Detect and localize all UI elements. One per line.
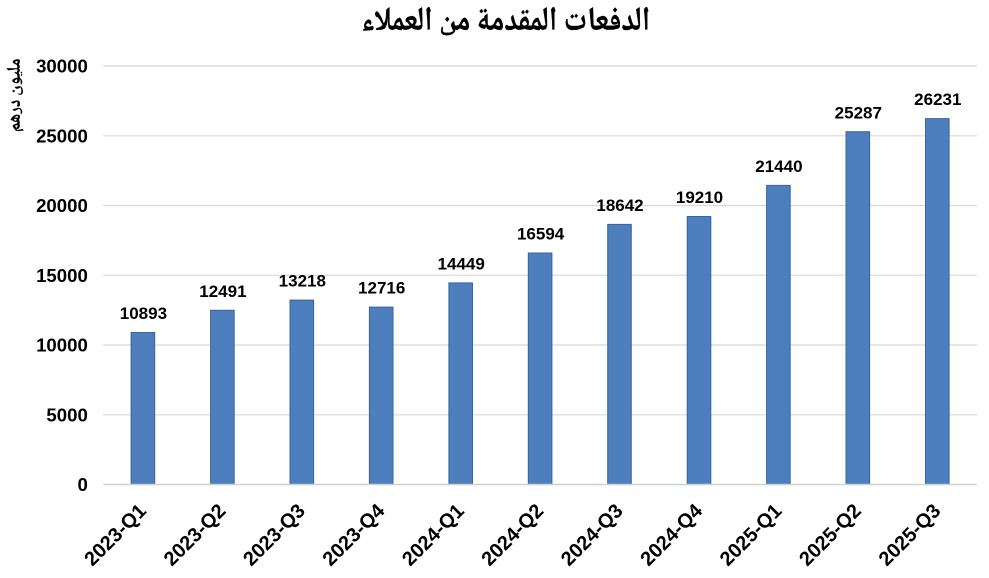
svg-text:19210: 19210: [676, 188, 723, 207]
svg-text:26231: 26231: [914, 90, 961, 109]
svg-text:0: 0: [77, 474, 87, 495]
svg-text:14449: 14449: [438, 255, 485, 274]
svg-text:20000: 20000: [36, 195, 88, 216]
svg-text:13218: 13218: [279, 272, 326, 291]
svg-text:10893: 10893: [120, 304, 167, 323]
svg-text:18642: 18642: [596, 196, 643, 215]
svg-text:10000: 10000: [36, 335, 88, 356]
svg-text:21440: 21440: [755, 157, 802, 176]
svg-text:16594: 16594: [517, 225, 565, 244]
svg-text:12716: 12716: [358, 279, 405, 298]
svg-text:25000: 25000: [36, 125, 88, 146]
svg-text:5000: 5000: [46, 404, 87, 425]
svg-text:15000: 15000: [36, 265, 88, 286]
svg-text:12491: 12491: [199, 282, 246, 301]
svg-text:30000: 30000: [36, 56, 88, 77]
svg-text:25287: 25287: [835, 103, 882, 122]
